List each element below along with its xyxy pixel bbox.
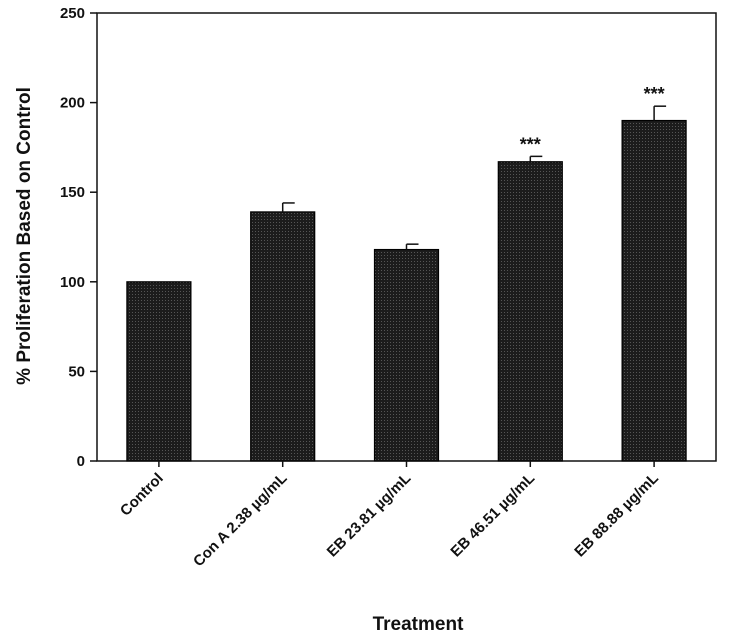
bar-3 [497,161,563,462]
y-tick-label-3: 150 [60,184,85,201]
x-tick-label-1: Con A 2.38 µg/mL [190,470,290,570]
plot-area: 0 50 100 150 200 250 Control Con A 2.38 µg/mL EB… [60,5,717,570]
y-tick-label-4: 200 [60,95,85,112]
significance-label-4: *** [644,84,665,104]
bar-4 [621,119,687,462]
x-axis-title: Treatment [373,614,464,635]
x-tick-label-0: Control [117,470,167,520]
significance-label-3: *** [520,134,541,154]
bar-2 [373,248,440,462]
y-tick-label-0: 0 [77,453,85,470]
x-tick-label-2: EB 23.81 µg/mL [324,470,415,561]
y-axis-title: % Proliferation Based on Control [14,87,35,385]
bar-0 [126,281,192,462]
bar-1 [250,211,316,462]
x-tick-label-4: EB 88.88 µg/mL [571,470,662,561]
x-tick-label-3: EB 46.51 µg/mL [447,470,538,561]
y-tick-label-5: 250 [60,5,85,22]
y-tick-label-2: 100 [60,274,85,291]
y-tick-label-1: 50 [68,363,85,380]
